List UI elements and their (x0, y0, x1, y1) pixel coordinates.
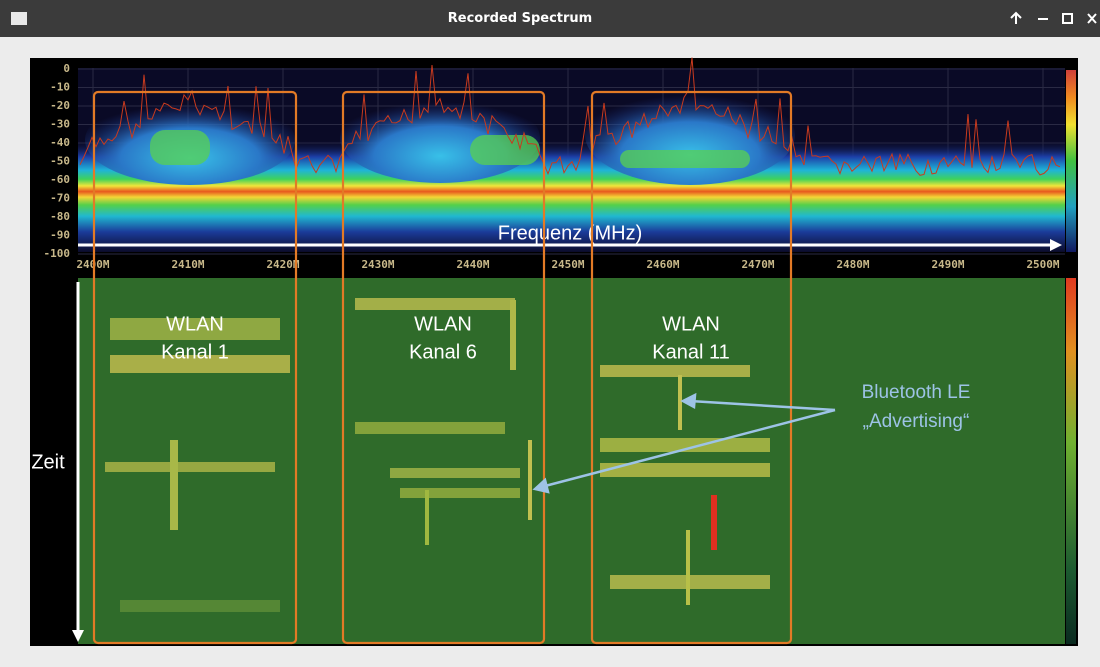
channel-label: Kanal 11 (652, 341, 729, 363)
x-tick-label: 2410M (171, 258, 204, 271)
channel-label: WLAN (662, 313, 720, 335)
signal-burst (711, 495, 717, 550)
x-tick-label: 2440M (456, 258, 489, 271)
signal-burst (355, 422, 505, 434)
channel-label: Kanal 6 (409, 341, 477, 363)
signal-burst (678, 375, 682, 430)
time-label: Zeit (31, 451, 65, 473)
freq-axis-label: Frequenz (MHz) (498, 222, 642, 244)
signal-burst (400, 488, 520, 498)
annotation-line: „Advertising“ (863, 411, 970, 432)
wlan-hump (585, 85, 795, 185)
signal-burst (355, 298, 515, 310)
window-title: Recorded Spectrum (448, 11, 592, 26)
y-tick-label: -50 (50, 155, 70, 168)
x-tick-label: 2500M (1026, 258, 1059, 271)
signal-burst (120, 600, 280, 612)
channel-label: WLAN (166, 313, 224, 335)
x-tick-label: 2470M (741, 258, 774, 271)
y-tick-label: 0 (63, 62, 70, 75)
y-tick-label: -10 (50, 81, 70, 94)
signal-cluster (620, 150, 750, 168)
signal-burst (170, 440, 178, 530)
x-tick-label: 2430M (361, 258, 394, 271)
window-icon[interactable] (11, 12, 27, 25)
channel-label: Kanal 1 (161, 341, 229, 363)
window: Recorded Spectrum 0 -10 -20 -30 -40 -50 -60 -70… (0, 0, 1100, 667)
signal-burst (686, 530, 690, 605)
y-tick-label: -30 (50, 118, 70, 131)
x-tick-label: 2490M (931, 258, 964, 271)
signal-cluster (150, 130, 210, 165)
annotation-line: Bluetooth LE (862, 382, 971, 403)
y-tick-label: -90 (50, 229, 70, 242)
signal-cluster (470, 135, 540, 165)
signal-burst (600, 365, 750, 377)
signal-burst (390, 468, 520, 478)
y-tick-label: -80 (50, 210, 70, 223)
y-tick-label: -70 (50, 192, 70, 205)
y-tick-label: -60 (50, 173, 70, 186)
waterfall-scale (1066, 278, 1076, 644)
channel-label: WLAN (414, 313, 472, 335)
y-tick-label: -20 (50, 99, 70, 112)
signal-burst (510, 300, 516, 370)
signal-burst (528, 440, 532, 520)
x-tick-label: 2450M (551, 258, 584, 271)
x-tick-label: 2480M (836, 258, 869, 271)
color-scale (1066, 70, 1076, 252)
page: Recorded Spectrum 0 -10 -20 -30 -40 -50 -60 -70… (0, 0, 1100, 667)
signal-burst (425, 490, 429, 545)
x-tick-label: 2460M (646, 258, 679, 271)
signal-burst (105, 462, 275, 472)
y-tick-label: -100 (44, 247, 71, 260)
y-tick-label: -40 (50, 136, 70, 149)
